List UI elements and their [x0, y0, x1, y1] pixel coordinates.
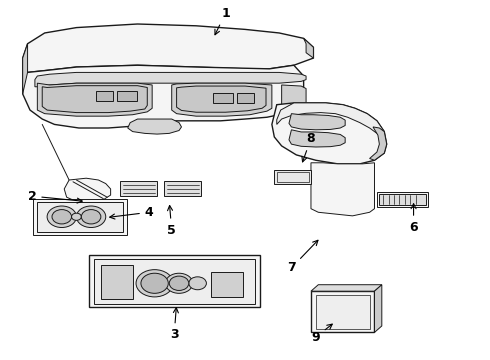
Text: 5: 5 — [167, 206, 176, 237]
Circle shape — [136, 270, 173, 297]
Polygon shape — [42, 86, 147, 113]
Bar — [94, 259, 255, 304]
Polygon shape — [289, 130, 345, 147]
Circle shape — [76, 206, 106, 228]
Polygon shape — [23, 24, 314, 72]
Polygon shape — [282, 85, 306, 110]
Text: 7: 7 — [287, 240, 318, 274]
Circle shape — [81, 210, 101, 224]
Bar — [117, 91, 137, 101]
Bar — [101, 265, 133, 299]
Bar — [211, 272, 243, 297]
Circle shape — [52, 210, 72, 224]
Text: 3: 3 — [170, 308, 178, 341]
Bar — [37, 202, 123, 232]
Bar — [277, 172, 309, 182]
Polygon shape — [304, 39, 314, 58]
Polygon shape — [23, 58, 304, 128]
Circle shape — [189, 277, 206, 290]
Circle shape — [141, 273, 168, 293]
Polygon shape — [311, 285, 382, 291]
Circle shape — [47, 206, 76, 228]
Text: 4: 4 — [110, 206, 153, 219]
Text: 8: 8 — [302, 132, 315, 162]
Bar — [96, 91, 113, 101]
Polygon shape — [374, 285, 382, 332]
Polygon shape — [23, 44, 27, 94]
Polygon shape — [277, 103, 384, 135]
Polygon shape — [35, 72, 306, 87]
Circle shape — [169, 276, 189, 291]
Polygon shape — [289, 114, 345, 130]
Bar — [213, 93, 233, 103]
Polygon shape — [172, 83, 272, 116]
Bar — [237, 93, 254, 103]
Bar — [274, 170, 311, 184]
Text: 6: 6 — [409, 204, 418, 234]
Polygon shape — [176, 86, 266, 112]
Bar — [33, 199, 127, 235]
Bar — [89, 255, 260, 307]
Bar — [121, 181, 157, 196]
Circle shape — [72, 213, 81, 220]
Polygon shape — [64, 178, 111, 202]
Polygon shape — [272, 103, 387, 164]
Bar — [379, 194, 426, 205]
Bar — [164, 181, 201, 196]
Text: 9: 9 — [312, 324, 332, 343]
Bar — [316, 295, 369, 329]
Text: 1: 1 — [215, 7, 230, 35]
Bar — [377, 192, 428, 207]
Polygon shape — [311, 163, 374, 216]
Bar — [311, 291, 374, 332]
Polygon shape — [369, 127, 387, 160]
Polygon shape — [37, 83, 152, 116]
Circle shape — [165, 273, 193, 293]
Text: 2: 2 — [27, 190, 82, 203]
Polygon shape — [128, 119, 181, 134]
